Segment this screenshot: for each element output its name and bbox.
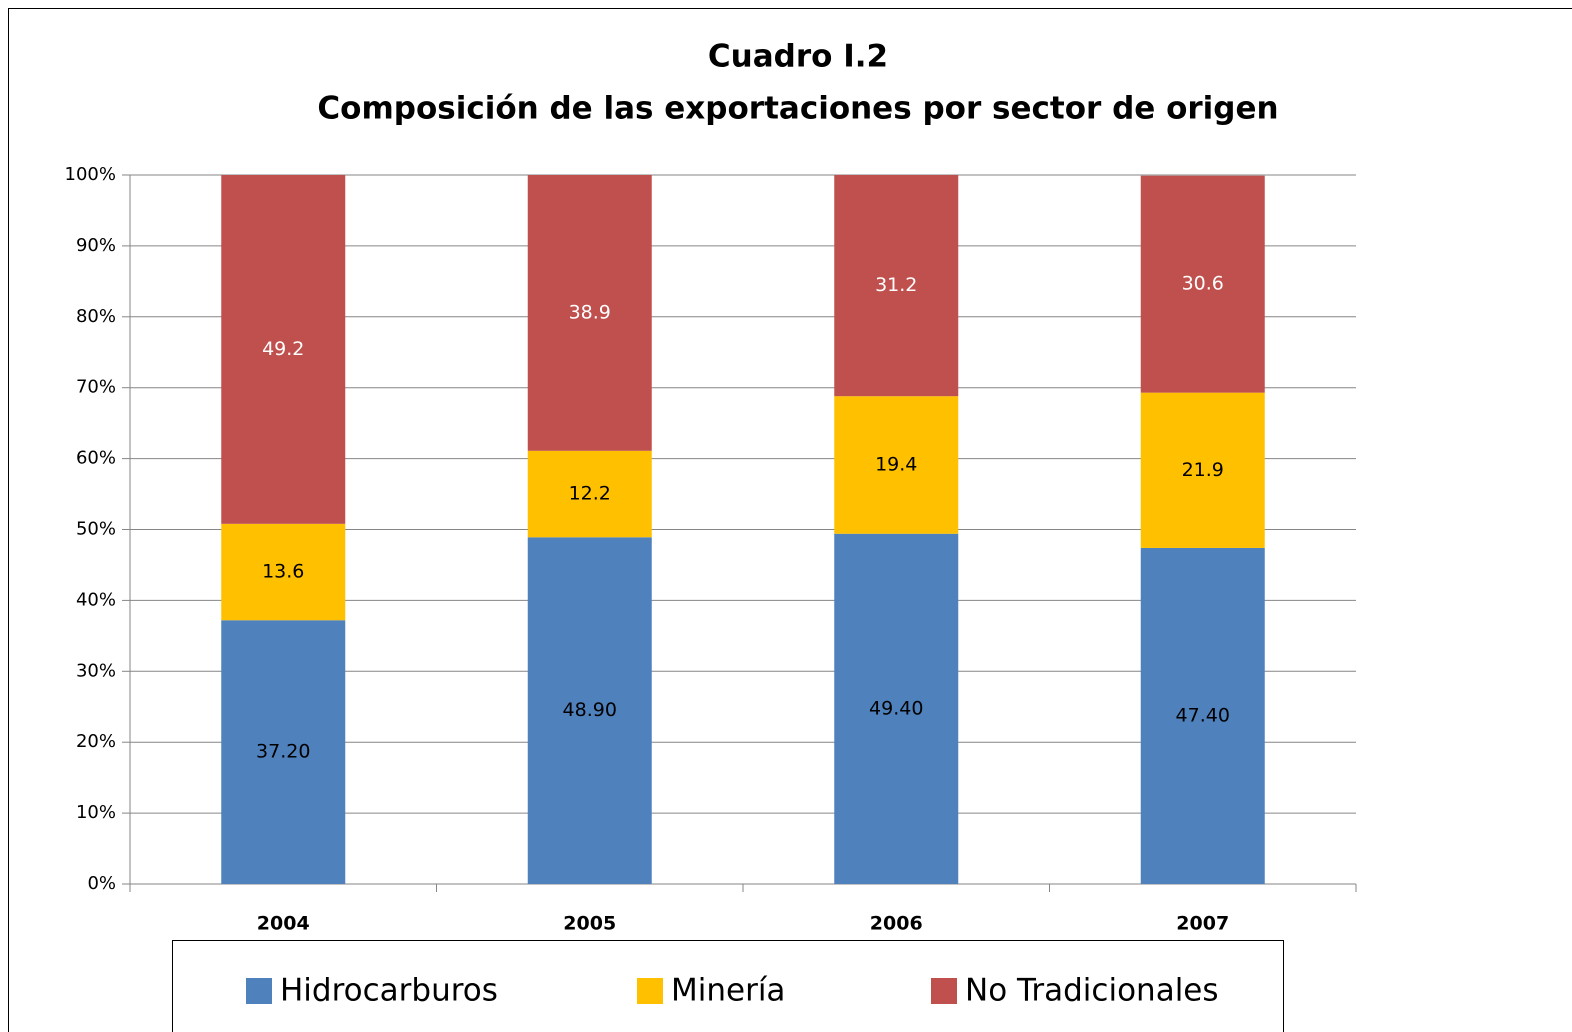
data-label: 48.90 [563, 699, 617, 721]
data-label: 31.2 [875, 274, 917, 296]
legend-swatch [246, 978, 272, 1004]
chart-title: Cuadro I.2 [708, 39, 888, 75]
y-tick-label: 70% [76, 377, 116, 398]
bar-segment [834, 533, 959, 884]
y-tick-label: 20% [76, 731, 116, 752]
y-tick-label: 100% [65, 164, 116, 185]
chart-subtitle: Composición de las exportaciones por sec… [317, 91, 1278, 127]
bar-segment [834, 396, 959, 534]
y-tick-label: 80% [76, 306, 116, 327]
data-label: 30.6 [1182, 273, 1224, 295]
legend-box [172, 940, 1284, 1032]
data-label: 19.4 [875, 453, 917, 475]
bar-segment [221, 175, 346, 524]
y-tick-label: 90% [76, 235, 116, 256]
data-label: 13.6 [262, 561, 304, 583]
y-tick-label: 60% [76, 448, 116, 469]
x-tick-label: 2004 [257, 913, 310, 935]
y-tick-label: 10% [76, 802, 116, 823]
data-label: 49.2 [262, 338, 304, 360]
bar-segment [527, 537, 652, 884]
data-label: 37.20 [256, 741, 310, 763]
legend-swatch [931, 978, 957, 1004]
bar-segment [1140, 547, 1265, 884]
bar-segment [834, 175, 959, 397]
x-tick-label: 2005 [563, 913, 616, 935]
legend-label: Hidrocarburos [280, 973, 498, 1009]
bar-segment [221, 620, 346, 884]
bar-segment [1140, 175, 1265, 393]
bar-segment [527, 175, 652, 451]
legend-label: Minería [671, 973, 785, 1009]
y-tick-label: 0% [87, 873, 116, 894]
legend-swatch [637, 978, 663, 1004]
bar-segment [1140, 392, 1265, 548]
bar-segment [527, 450, 652, 538]
legend-label: No Tradicionales [965, 973, 1219, 1009]
data-label: 21.9 [1182, 459, 1224, 481]
data-label: 38.9 [569, 301, 611, 323]
data-label: 49.40 [869, 697, 923, 719]
y-tick-label: 40% [76, 589, 116, 610]
bar-segment [221, 523, 346, 621]
data-label: 47.40 [1176, 704, 1230, 726]
data-label: 12.2 [569, 483, 611, 505]
x-tick-label: 2007 [1176, 913, 1229, 935]
y-tick-label: 30% [76, 660, 116, 681]
y-tick-label: 50% [76, 519, 116, 540]
x-tick-label: 2006 [870, 913, 923, 935]
